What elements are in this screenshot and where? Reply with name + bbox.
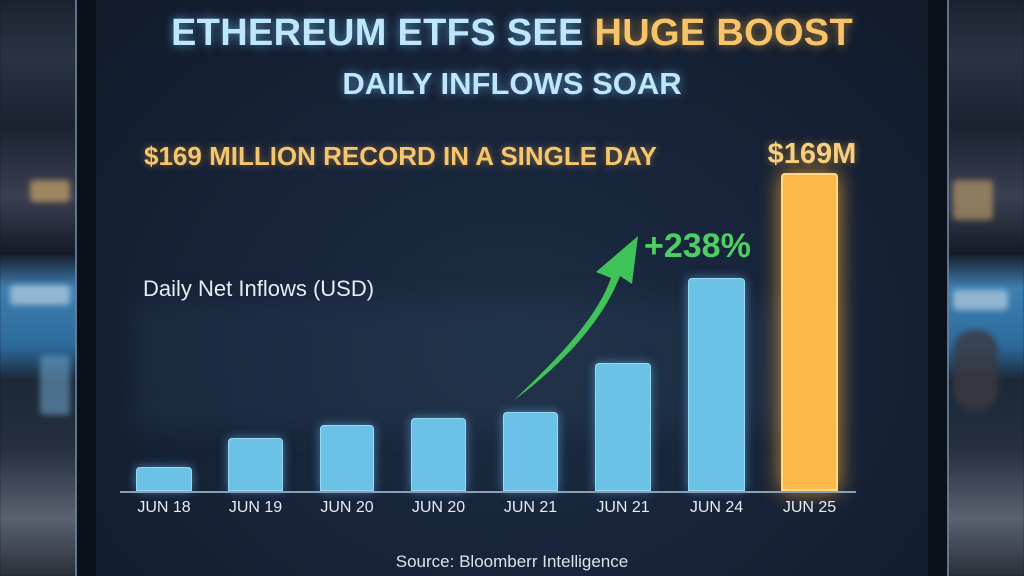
bar-2 [320,425,374,491]
bar-5 [595,363,651,491]
x-tick-label: JUN 20 [411,499,466,516]
bar-6 [688,278,745,491]
x-tick-label: JUN 21 [503,499,558,516]
chart-panel: ETHEREUM ETFS SEE HUGE BOOST DAILY INFLO… [96,0,928,576]
bar-4 [503,412,558,491]
peak-value-label: $169M [767,138,857,170]
x-tick-label: JUN 19 [228,499,283,516]
title-highlight: HUGE BOOST [594,12,853,54]
title-line-1: ETHEREUM ETFS SEE HUGE BOOST [96,12,928,55]
x-tick-label: JUN 25 [782,499,837,516]
background-left-scene [0,0,76,576]
growth-percent-label: +238% [644,227,751,265]
bar-0 [136,467,192,491]
x-tick-label: JUN 21 [596,499,650,516]
bar-3 [411,418,466,491]
x-tick-label: JUN 24 [689,499,744,516]
growth-arrow-icon [514,236,638,400]
x-axis-line [120,491,856,493]
frame-line-right [947,0,949,576]
frame-strip-left [77,0,97,576]
y-axis-label: Daily Net Inflows (USD) [143,276,375,301]
x-tick-label: JUN 20 [320,499,374,516]
x-tick-label: JUN 18 [137,499,191,516]
title-text: ETHEREUM ETFS SEE [171,12,595,54]
frame-strip-right [927,0,947,576]
record-headline: $169 MILLION RECORD IN A SINGLE DAY [144,141,657,171]
background-right-scene [948,0,1024,576]
bar-7 [781,173,838,491]
title-line-2: DAILY INFLOWS SOAR [342,66,682,101]
source-caption: Source: Bloomberr Intelligence [395,552,629,571]
bar-1 [228,438,283,491]
frame-line-left [75,0,77,576]
